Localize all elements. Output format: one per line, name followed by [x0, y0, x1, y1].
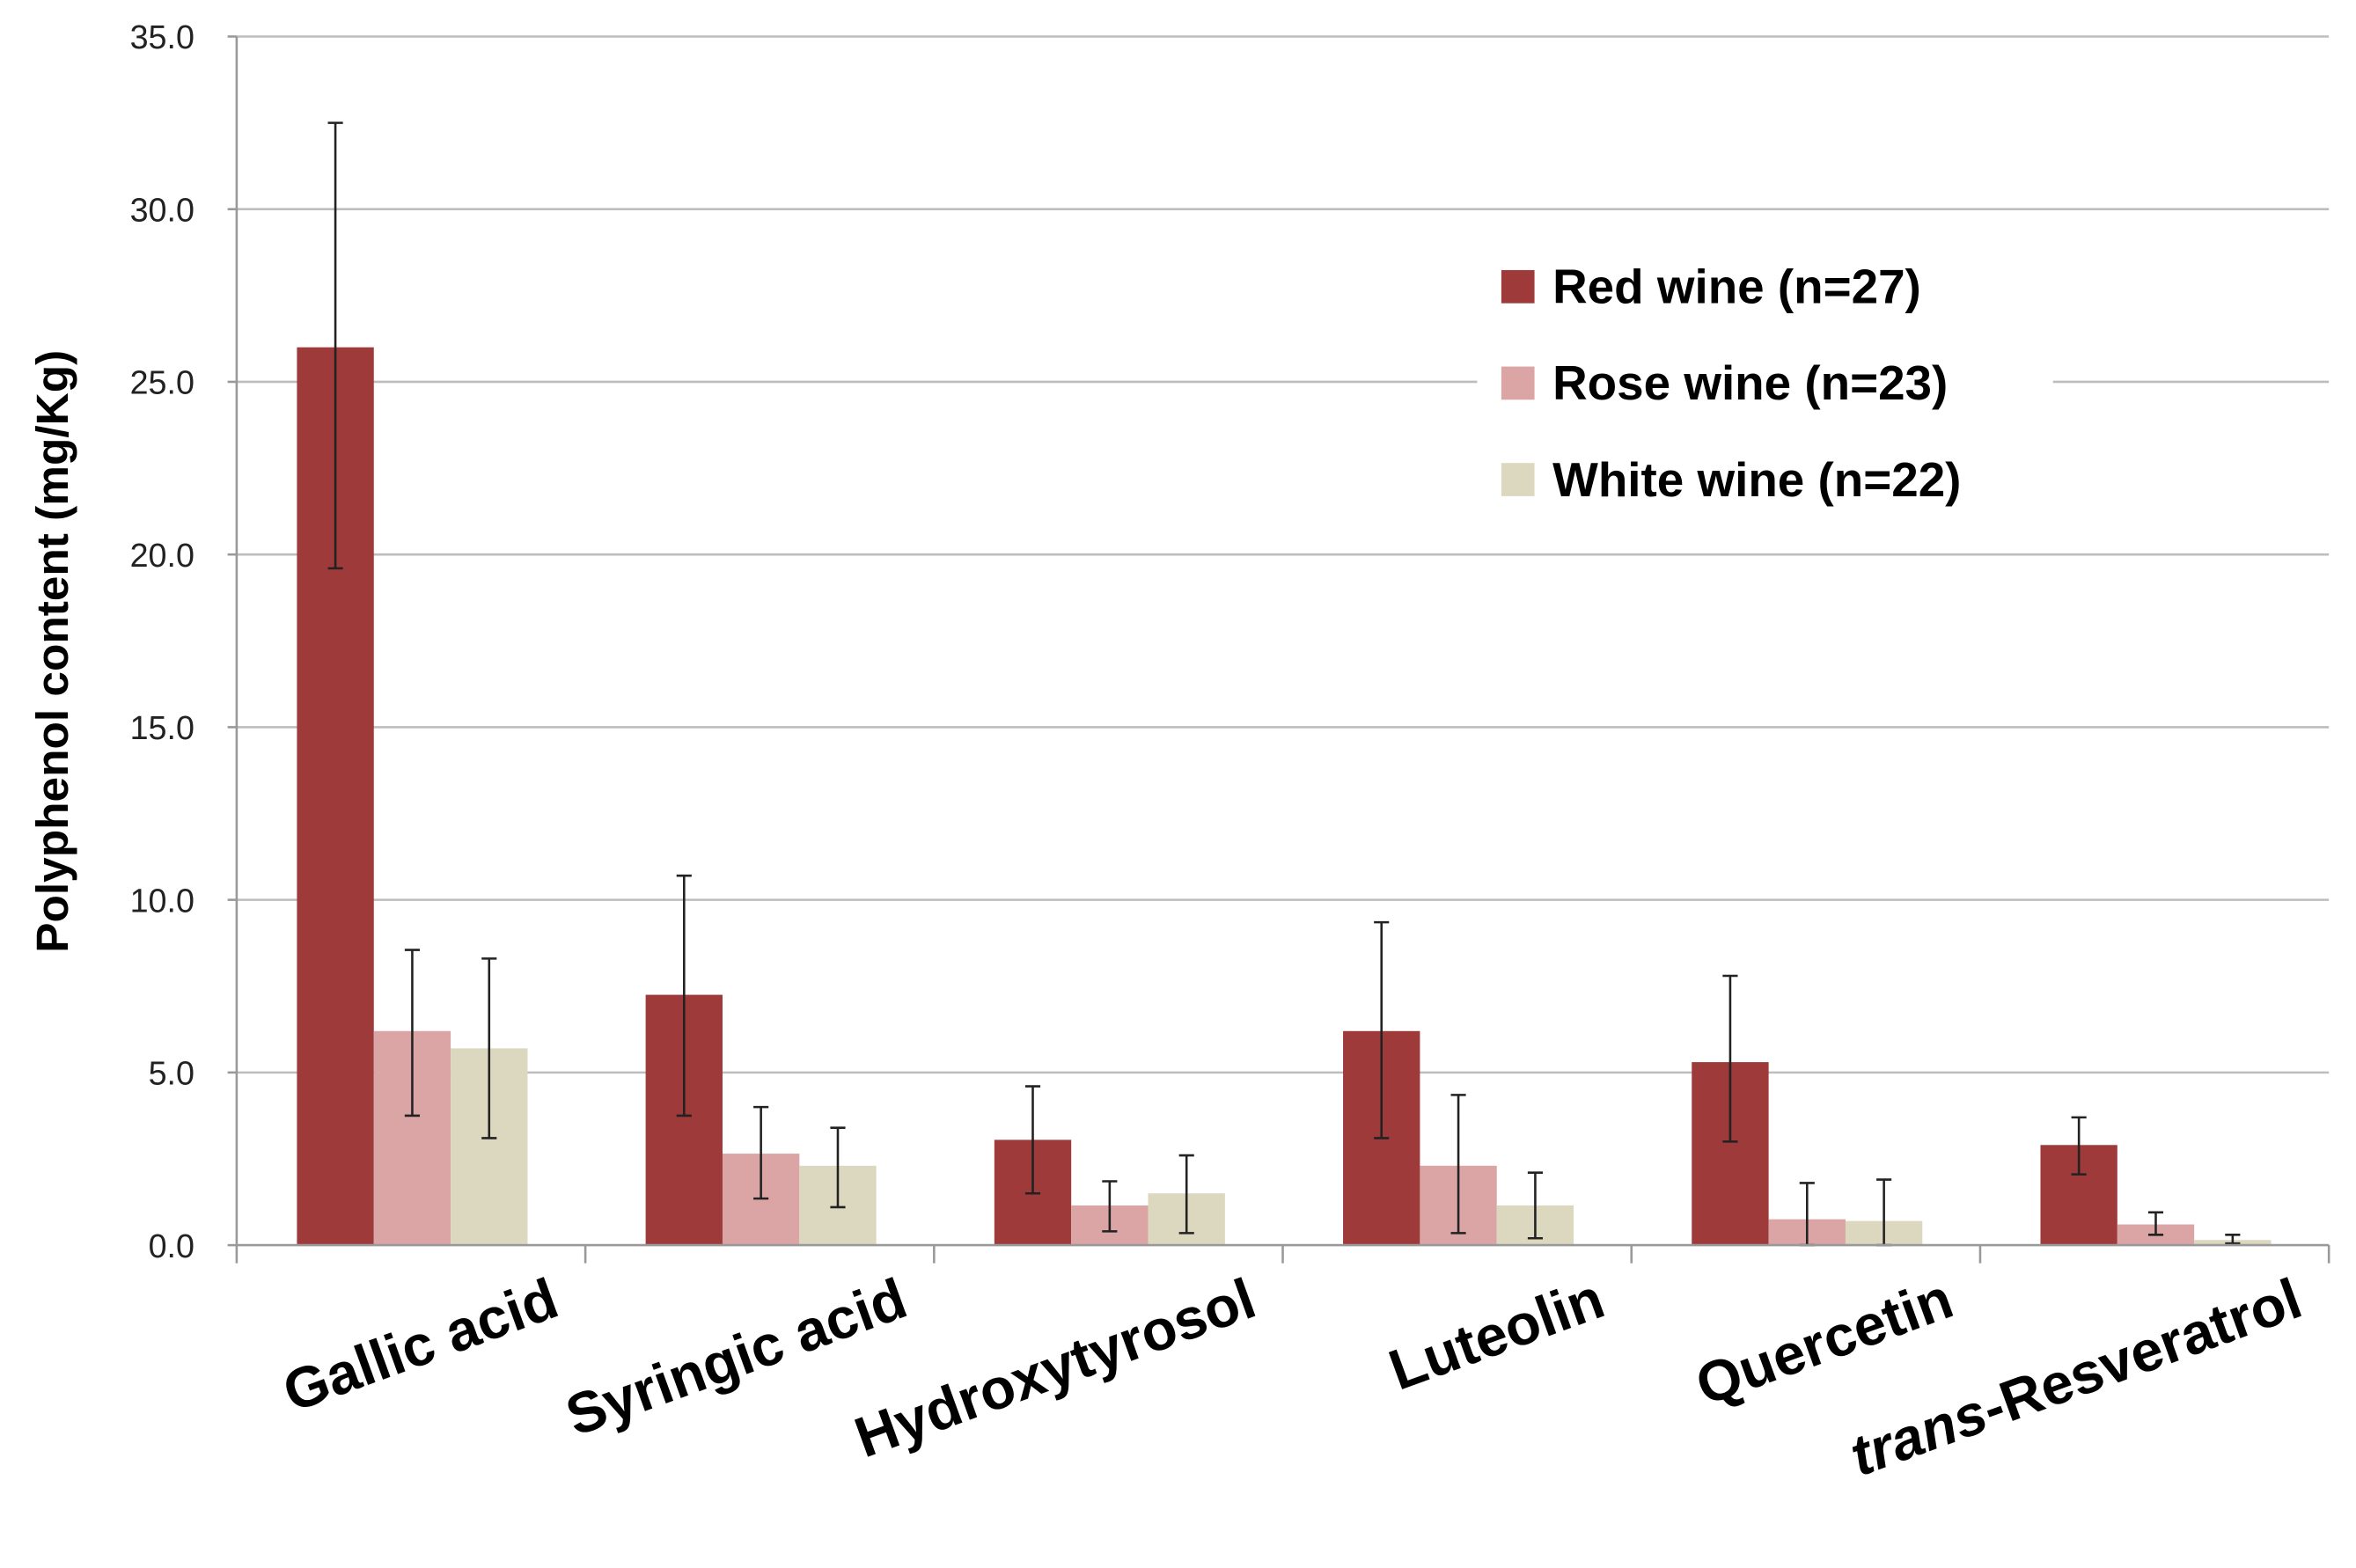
legend-swatch: [1501, 366, 1535, 400]
y-tick-label: 25.0: [130, 364, 194, 401]
y-tick-label: 20.0: [130, 537, 194, 574]
category-label-text: Gallic acid: [275, 1265, 566, 1424]
y-tick-label: 5.0: [149, 1055, 194, 1092]
legend-label: Red wine (n=27): [1552, 260, 1921, 314]
x-category-label: Gallic acid: [275, 1265, 566, 1424]
y-axis-label: Polyphenol content (mg/Kg): [26, 350, 77, 953]
error-bars: [327, 121, 2241, 1247]
legend-label: White wine (n=22): [1552, 452, 1961, 507]
error-bar: [2225, 1234, 2241, 1245]
error-bar: [1722, 974, 1738, 1143]
category-label-italic-part: trans: [1842, 1380, 1996, 1488]
y-tick-label: 0.0: [149, 1227, 194, 1264]
y-tick-label: 35.0: [130, 18, 194, 55]
legend-background: [1477, 238, 2053, 517]
x-category-label: Quercetin: [1687, 1265, 1960, 1418]
x-category-label: Luteolin: [1381, 1265, 1612, 1402]
error-bar: [676, 874, 692, 1117]
legend-label: Rose wine (n=23): [1552, 355, 1948, 410]
legend-swatch: [1501, 269, 1535, 304]
error-bar: [1450, 1094, 1466, 1235]
error-bar: [1527, 1171, 1543, 1240]
y-tick-label: 10.0: [130, 882, 194, 919]
error-bar: [1374, 920, 1390, 1139]
error-bar: [481, 957, 497, 1139]
error-bar: [1102, 1180, 1118, 1233]
y-axis-ticks: 0.0 5.0 10.0 15.0 20.0 25.0 30.0 35.0: [130, 18, 237, 1264]
error-bar: [830, 1126, 846, 1209]
category-label-text: Hydroxytyrosol: [847, 1265, 1264, 1469]
x-category-label: Hydroxytyrosol: [847, 1265, 1264, 1469]
error-bar: [2147, 1211, 2164, 1236]
legend-swatch: [1501, 463, 1535, 496]
error-bar: [404, 949, 420, 1117]
error-bar: [1024, 1085, 1041, 1195]
error-bar: [753, 1105, 769, 1200]
category-label-text: -Resveratrol: [1973, 1265, 2309, 1440]
y-tick-label: 30.0: [130, 191, 194, 228]
error-bar: [327, 121, 343, 570]
category-label-text: Quercetin: [1687, 1265, 1960, 1418]
legend: Red wine (n=27) Rose wine (n=23) White win…: [1477, 238, 2053, 517]
y-tick-label: 15.0: [130, 709, 194, 746]
gridlines: [236, 35, 2330, 1074]
error-bar: [1178, 1154, 1194, 1235]
category-label-text: Luteolin: [1381, 1265, 1612, 1402]
axes: [235, 36, 2330, 1264]
error-bar: [2071, 1116, 2087, 1176]
